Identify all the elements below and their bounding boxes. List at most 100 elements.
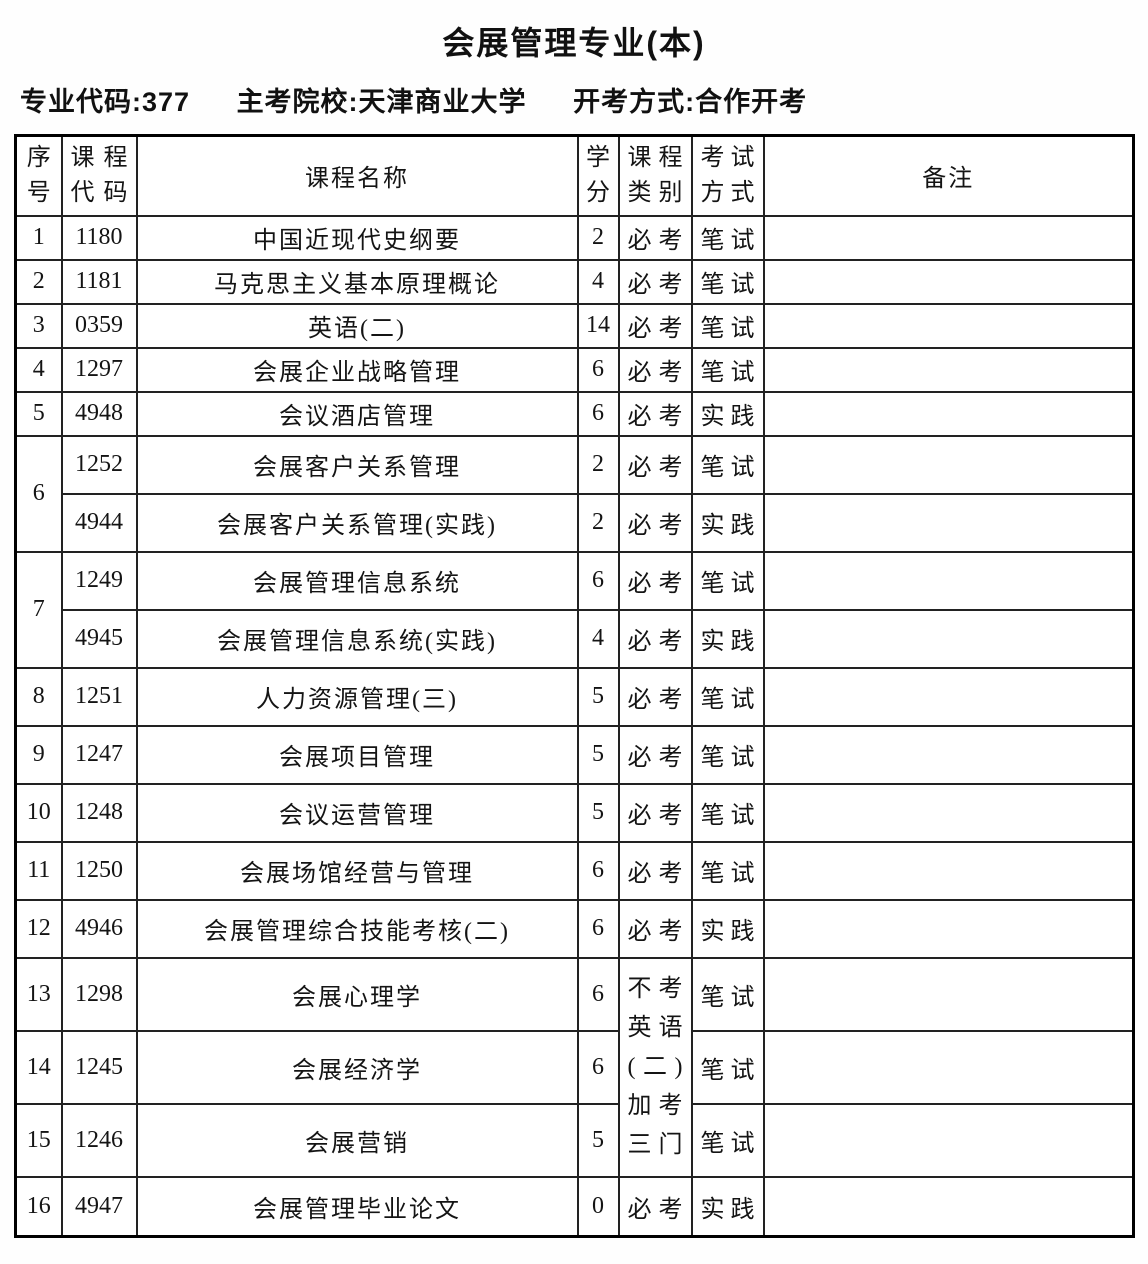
- seq-cell: 6: [14, 434, 63, 553]
- credits-cell: 4: [576, 258, 620, 305]
- exam-method-cell: 实践: [690, 492, 765, 553]
- table-row: 16 4947 会展管理毕业论文 0 必考 实践: [14, 1175, 1135, 1238]
- credits-cell: 6: [576, 550, 620, 611]
- remark-cell: [762, 258, 1135, 305]
- seq-cell: 16: [14, 1175, 63, 1238]
- table-header: 序 号 课程 代码 课程名称 学 分 课程 类别 考试 方式: [14, 134, 1135, 217]
- category-cell: 必考: [617, 898, 693, 959]
- course-code-cell: 1297: [60, 346, 138, 393]
- category-cell: 必考: [617, 724, 693, 785]
- course-name-cell: 会展经济学: [135, 1029, 579, 1105]
- exam-method-cell: 实践: [690, 608, 765, 669]
- host-school: 主考院校:天津商业大学: [236, 87, 527, 117]
- course-name-cell: 会展客户关系管理(实践): [135, 492, 579, 553]
- merged-category-cell: 不考 英语 (二) 加考 三门: [617, 956, 693, 1178]
- table-row: 13 1298 会展心理学 6 不考 英语 (二) 加考 三门 笔试: [14, 956, 1135, 1178]
- exam-method-cell: 笔试: [690, 214, 765, 261]
- credits-cell: 0: [576, 1175, 620, 1238]
- credits-cell: 6: [576, 956, 620, 1032]
- course-name-cell: 人力资源管理(三): [135, 666, 579, 727]
- credits-cell: 6: [576, 346, 620, 393]
- table-row: 7 1249 会展管理信息系统 6 必考 笔试: [14, 550, 1135, 669]
- category-cell: 必考: [617, 840, 693, 901]
- seq-cell: 13: [14, 956, 63, 1032]
- exam-method-cell: 实践: [690, 390, 765, 437]
- course-code-cell: 4946: [60, 898, 138, 959]
- course-code-cell: 1245: [60, 1029, 138, 1105]
- table-row: 14 1245 会展经济学 6 笔试: [14, 1029, 1135, 1105]
- remark-cell: [762, 1029, 1135, 1105]
- course-name-cell: 会展管理综合技能考核(二): [135, 898, 579, 959]
- col-header-code: 课程 代码: [60, 134, 138, 217]
- seq-cell: 2: [14, 258, 63, 305]
- table-row: 11 1250 会展场馆经营与管理 6 必考 笔试: [14, 840, 1135, 901]
- seq-cell: 1: [14, 214, 63, 261]
- course-code-cell: 4945: [60, 608, 138, 669]
- seq-cell: 11: [14, 840, 63, 901]
- course-name-cell: 会展营销: [135, 1102, 579, 1178]
- exam-method-cell: 笔试: [690, 666, 765, 727]
- table-row: 6 1252 会展客户关系管理 2 必考 笔试: [14, 434, 1135, 553]
- seq-cell: 7: [14, 550, 63, 669]
- exam-method-cell: 笔试: [690, 724, 765, 785]
- course-name-cell: 马克思主义基本原理概论: [135, 258, 579, 305]
- seq-cell: 14: [14, 1029, 63, 1105]
- table-row: 2 1181 马克思主义基本原理概论 4 必考 笔试: [14, 258, 1135, 305]
- course-name-cell: 英语(二): [135, 302, 579, 349]
- exam-method-cell: 笔试: [690, 346, 765, 393]
- remark-cell: [762, 492, 1135, 553]
- category-cell: 必考: [617, 782, 693, 843]
- table-row: 4944 会展客户关系管理(实践) 2 必考 实践: [16, 492, 1135, 553]
- remark-cell: [762, 724, 1135, 785]
- seq-cell: 5: [14, 390, 63, 437]
- category-cell: 必考: [617, 258, 693, 305]
- course-name-cell: 会展客户关系管理: [135, 434, 579, 495]
- seq-cell: 9: [14, 724, 63, 785]
- table-row: 3 0359 英语(二) 14 必考 笔试: [14, 302, 1135, 349]
- table-row: 10 1248 会议运营管理 5 必考 笔试: [14, 782, 1135, 843]
- table-row: 1 1180 中国近现代史纲要 2 必考 笔试: [14, 214, 1135, 261]
- remark-cell: [762, 840, 1135, 901]
- course-code-cell: 1180: [60, 214, 138, 261]
- exam-method-cell: 实践: [690, 898, 765, 959]
- remark-cell: [762, 214, 1135, 261]
- course-table: 序 号 课程 代码 课程名称 学 分 课程 类别 考试 方式: [14, 134, 1135, 1238]
- seq-cell: 4: [14, 346, 63, 393]
- category-cell: 必考: [617, 1175, 693, 1238]
- table-row: 4 1297 会展企业战略管理 6 必考 笔试: [14, 346, 1135, 393]
- table-row: 15 1246 会展营销 5 笔试: [14, 1102, 1135, 1178]
- col-header-name: 课程名称: [135, 134, 579, 217]
- credits-cell: 2: [576, 434, 620, 495]
- course-name-cell: 会展心理学: [135, 956, 579, 1032]
- remark-cell: [762, 956, 1135, 1032]
- category-cell: 必考: [617, 550, 693, 611]
- seq-cell: 12: [14, 898, 63, 959]
- table-row: 4945 会展管理信息系统(实践) 4 必考 实践: [16, 608, 1135, 669]
- table-row: 8 1251 人力资源管理(三) 5 必考 笔试: [14, 666, 1135, 727]
- col-header-remark: 备注: [762, 134, 1135, 217]
- table-row: 9 1247 会展项目管理 5 必考 笔试: [14, 724, 1135, 785]
- course-code-cell: 1252: [60, 434, 138, 495]
- remark-cell: [762, 782, 1135, 843]
- course-code-cell: 1249: [60, 550, 138, 611]
- course-name-cell: 会展场馆经营与管理: [135, 840, 579, 901]
- course-name-cell: 会展项目管理: [135, 724, 579, 785]
- exam-method-cell: 笔试: [690, 840, 765, 901]
- course-name-cell: 会展管理毕业论文: [135, 1175, 579, 1238]
- exam-method-cell: 笔试: [690, 956, 765, 1032]
- seq-cell: 10: [14, 782, 63, 843]
- seq-cell: 8: [14, 666, 63, 727]
- merged-category-lines: 不考 英语 (二) 加考 三门: [627, 975, 683, 1158]
- course-name-cell: 会议酒店管理: [135, 390, 579, 437]
- credits-cell: 5: [576, 666, 620, 727]
- exam-method-cell: 笔试: [690, 302, 765, 349]
- course-code-cell: 1247: [60, 724, 138, 785]
- table-row: 5 4948 会议酒店管理 6 必考 实践: [14, 390, 1135, 437]
- credits-cell: 2: [576, 492, 620, 553]
- course-code-cell: 1248: [60, 782, 138, 843]
- credits-cell: 5: [576, 782, 620, 843]
- exam-method-cell: 笔试: [690, 782, 765, 843]
- page-title: 会展管理专业(本): [442, 25, 706, 61]
- course-code-cell: 1250: [60, 840, 138, 901]
- credits-cell: 2: [576, 214, 620, 261]
